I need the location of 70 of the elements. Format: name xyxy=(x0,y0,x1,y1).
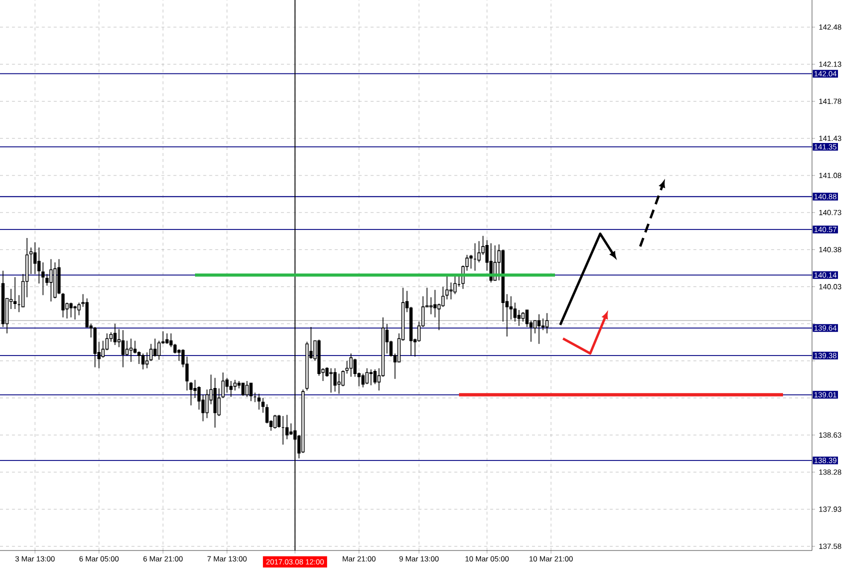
candlestick xyxy=(73,305,77,320)
candlestick xyxy=(13,276,17,310)
candlestick xyxy=(353,358,357,378)
candlestick xyxy=(77,302,81,316)
candlestick xyxy=(361,373,365,388)
candlestick xyxy=(121,330,125,368)
candlestick xyxy=(273,414,277,430)
candlestick xyxy=(533,320,537,334)
candlestick xyxy=(153,338,157,358)
candlestick xyxy=(265,404,269,424)
candlestick xyxy=(521,312,525,322)
candlestick xyxy=(177,348,181,362)
candlestick xyxy=(197,386,201,410)
candlestick xyxy=(341,370,345,387)
candlestick xyxy=(101,340,105,358)
candlestick xyxy=(261,398,265,414)
candlestick xyxy=(333,368,337,392)
candlestick xyxy=(509,296,513,320)
candlestick xyxy=(225,377,229,394)
candlestick xyxy=(141,353,145,370)
candlestick xyxy=(149,344,153,362)
candlestick xyxy=(129,338,133,362)
candlestick xyxy=(537,314,541,344)
candlestick xyxy=(133,340,137,354)
candlestick xyxy=(245,380,249,398)
candlestick xyxy=(189,382,193,406)
candlestick xyxy=(157,340,161,360)
candlestick xyxy=(137,350,141,364)
candlestick xyxy=(365,368,369,385)
candlestick xyxy=(469,254,473,270)
candlestick xyxy=(173,344,177,354)
candlestick xyxy=(69,302,73,318)
candlestick xyxy=(453,274,457,295)
candlestick xyxy=(37,247,41,284)
candlestick xyxy=(61,292,65,318)
candlestick xyxy=(441,286,445,308)
candlestick xyxy=(221,372,225,398)
candlestick xyxy=(369,368,373,386)
candlestick xyxy=(33,242,37,274)
candlestick xyxy=(285,414,289,440)
candlestick xyxy=(433,289,437,318)
candlestick xyxy=(525,310,529,328)
candlestick xyxy=(217,388,221,416)
candlestick xyxy=(477,240,481,263)
candlestick xyxy=(329,368,333,394)
candlestick xyxy=(337,373,341,394)
candlestick xyxy=(193,380,197,398)
candlestick xyxy=(49,258,53,302)
candlestick xyxy=(289,422,293,436)
candlestick xyxy=(249,382,253,402)
candlestick xyxy=(145,352,149,369)
candlestick xyxy=(257,393,261,410)
candlestick xyxy=(277,414,281,428)
candlestick xyxy=(373,368,377,385)
candlestick xyxy=(325,366,329,378)
candlestick xyxy=(349,353,353,378)
candlestick xyxy=(41,262,45,296)
candlestick xyxy=(45,274,49,286)
candlestick xyxy=(205,389,209,418)
candlestick xyxy=(233,380,237,391)
candlestick xyxy=(449,282,453,300)
candlestick xyxy=(541,318,545,331)
candlestick xyxy=(345,360,349,374)
candlestick xyxy=(113,323,117,346)
candlestick xyxy=(513,302,517,322)
candlestick xyxy=(229,380,233,398)
candlestick xyxy=(517,310,521,326)
candlestick xyxy=(125,340,129,356)
candlestick xyxy=(241,382,245,396)
candlestick xyxy=(545,312,549,334)
